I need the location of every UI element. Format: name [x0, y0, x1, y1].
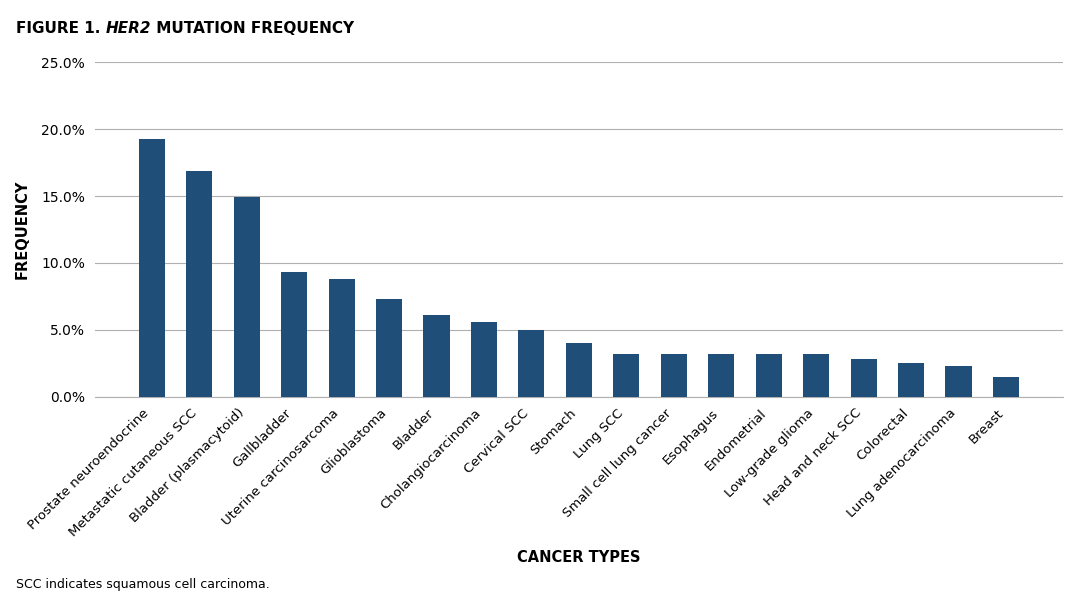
Bar: [376, 299, 402, 396]
Text: SCC indicates squamous cell carcinoma.: SCC indicates squamous cell carcinoma.: [16, 578, 270, 591]
Bar: [993, 377, 1019, 396]
Bar: [803, 354, 829, 396]
Bar: [234, 197, 260, 396]
Bar: [519, 329, 544, 396]
Bar: [661, 354, 687, 396]
Y-axis label: FREQUENCY: FREQUENCY: [15, 180, 30, 279]
Bar: [566, 343, 592, 396]
Text: FIGURE 1.: FIGURE 1.: [16, 21, 106, 36]
Bar: [945, 366, 971, 396]
Text: HER2: HER2: [106, 21, 151, 36]
Bar: [851, 359, 876, 396]
Bar: [756, 354, 782, 396]
Bar: [613, 354, 639, 396]
Text: MUTATION FREQUENCY: MUTATION FREQUENCY: [151, 21, 355, 36]
Bar: [424, 315, 450, 396]
Bar: [708, 354, 734, 396]
Bar: [139, 139, 165, 396]
X-axis label: CANCER TYPES: CANCER TYPES: [517, 550, 640, 565]
Bar: [281, 272, 307, 396]
Bar: [329, 279, 355, 396]
Bar: [471, 322, 497, 396]
Bar: [186, 170, 212, 396]
Bar: [898, 363, 924, 396]
